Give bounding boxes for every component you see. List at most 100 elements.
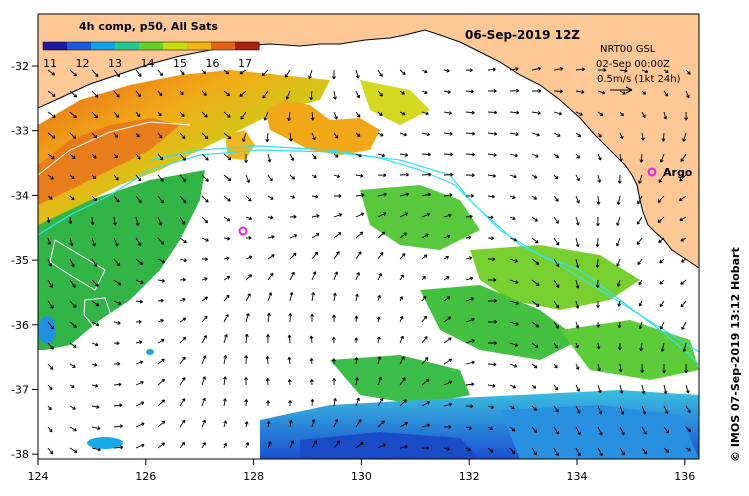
velocity-arrow (223, 153, 232, 161)
velocity-arrow (487, 215, 494, 220)
velocity-arrow (266, 400, 270, 407)
velocity-arrow (267, 174, 273, 182)
velocity-arrow (310, 398, 315, 407)
velocity-arrow (679, 216, 687, 222)
velocity-arrow (113, 279, 122, 286)
land-mass (38, 14, 699, 269)
velocity-arrow (223, 376, 227, 386)
sst-patch-west-warm (38, 70, 330, 225)
velocity-arrow (69, 300, 77, 308)
velocity-arrow (333, 90, 337, 100)
velocity-arrow (245, 174, 251, 183)
velocity-arrow (289, 153, 295, 161)
velocity-arrow (179, 356, 186, 365)
velocity-arrow (641, 405, 647, 415)
velocity-arrow (617, 300, 622, 307)
colorbar-swatch (43, 42, 68, 50)
velocity-arrow (465, 317, 475, 323)
velocity-arrow (531, 405, 537, 411)
velocity-arrow (684, 111, 689, 121)
velocity-arrow (157, 69, 164, 77)
velocity-arrow (399, 232, 408, 239)
velocity-arrow (575, 174, 580, 182)
velocity-arrow (157, 195, 165, 204)
velocity-arrow (333, 132, 339, 139)
velocity-arrow (179, 195, 187, 204)
velocity-arrow (575, 426, 581, 436)
velocity-arrow (685, 90, 690, 99)
velocity-arrow (641, 426, 647, 435)
velocity-arrow (619, 111, 624, 117)
velocity-arrow (509, 174, 517, 179)
velocity-info-line1: NRT00 GSL (600, 44, 656, 55)
velocity-arrow (135, 258, 144, 265)
velocity-arrow (531, 426, 538, 434)
velocity-arrow (355, 441, 364, 449)
velocity-arrow (680, 237, 687, 242)
velocity-arrow (113, 69, 121, 78)
sst-patch-orange-blob (265, 100, 380, 155)
velocity-arrow (443, 111, 452, 115)
velocity-arrow (201, 355, 207, 365)
velocity-arrow (179, 69, 185, 76)
velocity-arrow (267, 312, 271, 323)
velocity-arrow (659, 153, 665, 163)
velocity-arrow (443, 296, 451, 302)
velocity-arrow (223, 420, 228, 428)
velocity-arrow (680, 153, 687, 162)
velocity-arrow (201, 237, 209, 242)
lon-tick-label: 130 (351, 470, 372, 483)
velocity-arrow (332, 292, 337, 302)
velocity-arrow (355, 69, 360, 79)
velocity-arrow (509, 216, 516, 221)
velocity-arrow (201, 442, 206, 449)
velocity-arrow (223, 216, 231, 222)
velocity-arrow (91, 258, 98, 267)
velocity-arrow (638, 174, 643, 184)
velocity-arrow (244, 399, 249, 407)
velocity-arrow (157, 216, 163, 226)
velocity-arrow (179, 377, 186, 386)
velocity-arrow (91, 195, 98, 202)
velocity-arrow (553, 321, 559, 329)
velocity-arrow (421, 423, 431, 428)
velocity-arrow (223, 442, 227, 449)
colorbar-swatch (67, 42, 92, 50)
velocity-arrow (266, 421, 271, 428)
velocity-arrow (355, 212, 365, 218)
velocity-arrow (377, 376, 383, 386)
velocity-arrow (443, 337, 452, 344)
velocity-arrow (135, 216, 140, 227)
velocity-arrow (421, 132, 431, 137)
velocity-arrow (443, 234, 451, 239)
velocity-arrow (399, 377, 406, 386)
velocity-arrow (531, 258, 540, 265)
sst-patch-west-green (38, 170, 205, 350)
velocity-arrow (91, 279, 99, 287)
velocity-arrow (531, 66, 542, 71)
velocity-arrow (47, 342, 54, 350)
velocity-arrow (531, 174, 538, 179)
velocity-arrow (245, 442, 250, 449)
velocity-arrow (641, 90, 647, 95)
velocity-arrow (69, 447, 78, 453)
velocity-arrow (596, 321, 601, 328)
velocity-arrow (287, 334, 292, 344)
velocity-arrow (421, 111, 429, 116)
velocity-arrow (597, 384, 602, 394)
contour-white-3 (83, 297, 113, 329)
velocity-arrow (240, 111, 247, 120)
velocity-arrow (531, 216, 538, 222)
velocity-arrow (267, 272, 274, 281)
velocity-arrow (113, 195, 120, 203)
velocity-arrow (157, 132, 163, 139)
velocity-arrow (531, 237, 539, 244)
velocity-arrow (509, 195, 516, 199)
velocity-arrow (135, 69, 142, 77)
velocity-arrow (157, 258, 166, 264)
velocity-arrow (47, 447, 54, 455)
velocity-arrow (399, 253, 406, 260)
velocity-arrow (355, 397, 360, 407)
velocity-arrow (333, 111, 338, 120)
contour-white-1 (38, 121, 191, 176)
